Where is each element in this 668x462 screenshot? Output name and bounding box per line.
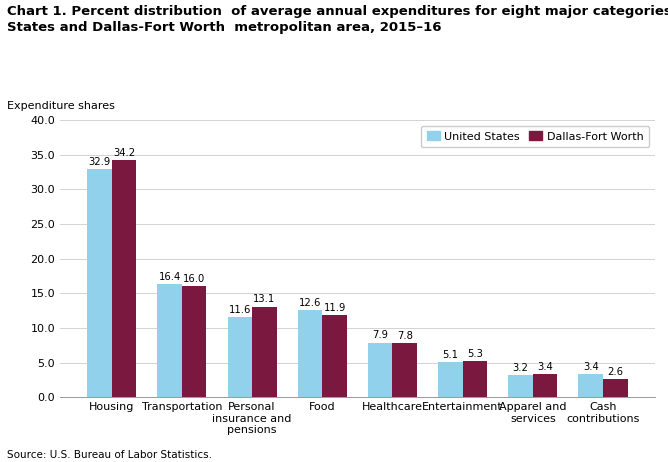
Text: 5.3: 5.3 bbox=[467, 348, 483, 359]
Text: 16.4: 16.4 bbox=[158, 272, 181, 281]
Bar bbox=[463, 360, 487, 397]
Bar bbox=[578, 374, 603, 397]
Bar bbox=[182, 286, 206, 397]
Text: 12.6: 12.6 bbox=[299, 298, 321, 308]
Bar bbox=[368, 343, 393, 397]
Bar bbox=[438, 362, 463, 397]
Bar bbox=[252, 307, 277, 397]
Text: 11.9: 11.9 bbox=[323, 303, 346, 313]
Text: 32.9: 32.9 bbox=[88, 157, 110, 167]
Bar bbox=[87, 169, 112, 397]
Text: Expenditure shares: Expenditure shares bbox=[7, 101, 114, 111]
Text: 34.2: 34.2 bbox=[113, 148, 135, 158]
Bar bbox=[508, 375, 533, 397]
Bar bbox=[533, 374, 557, 397]
Text: 13.1: 13.1 bbox=[253, 294, 275, 304]
Text: 5.1: 5.1 bbox=[442, 350, 458, 360]
Bar bbox=[112, 160, 136, 397]
Text: 3.4: 3.4 bbox=[537, 362, 553, 371]
Bar bbox=[228, 317, 252, 397]
Text: 16.0: 16.0 bbox=[183, 274, 205, 284]
Bar bbox=[322, 315, 347, 397]
Text: 3.4: 3.4 bbox=[583, 362, 599, 371]
Text: Source: U.S. Bureau of Labor Statistics.: Source: U.S. Bureau of Labor Statistics. bbox=[7, 450, 212, 460]
Bar bbox=[393, 343, 417, 397]
Bar bbox=[603, 379, 628, 397]
Text: 7.9: 7.9 bbox=[372, 330, 388, 340]
Text: 2.6: 2.6 bbox=[607, 367, 623, 377]
Legend: United States, Dallas-Fort Worth: United States, Dallas-Fort Worth bbox=[421, 126, 649, 147]
Bar bbox=[158, 284, 182, 397]
Text: 3.2: 3.2 bbox=[512, 363, 528, 373]
Text: Chart 1. Percent distribution  of average annual expenditures for eight major ca: Chart 1. Percent distribution of average… bbox=[7, 5, 668, 34]
Text: 11.6: 11.6 bbox=[228, 305, 251, 315]
Text: 7.8: 7.8 bbox=[397, 331, 413, 341]
Bar bbox=[298, 310, 322, 397]
